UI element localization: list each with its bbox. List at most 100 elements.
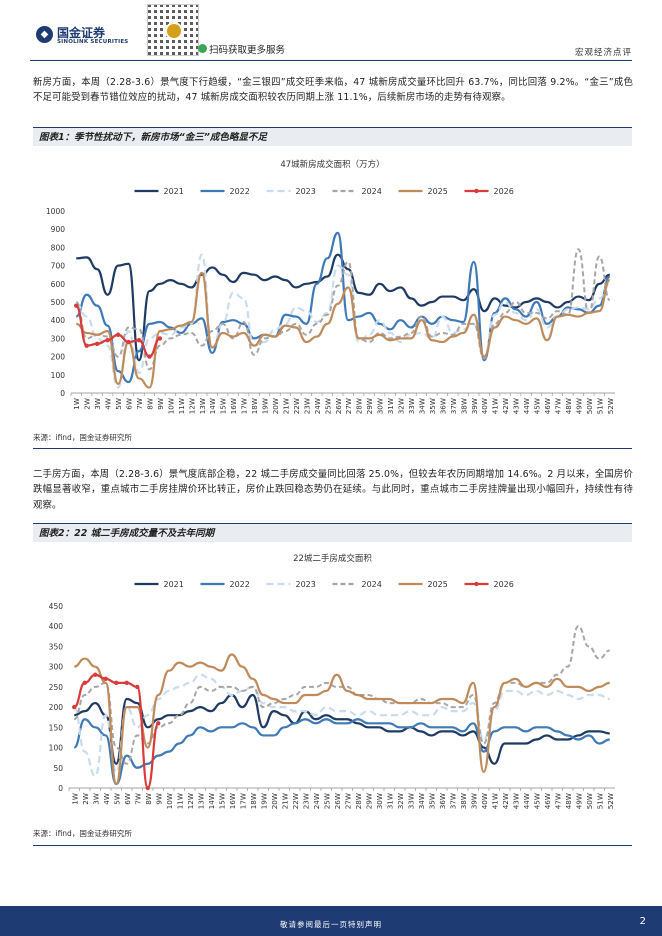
page-number: 2 [639, 916, 646, 927]
x-tick-label: 15W [217, 793, 226, 809]
x-tick-label: 38W [459, 793, 468, 809]
chart1-svg: 47城新房成交面积（万方） 2021 2022 2023 2024 2025 2026 0 10… [46, 159, 615, 414]
data-point-2026 [147, 354, 152, 359]
page-footer: 敬请参阅最后一页特别声明 2 [0, 906, 662, 936]
figure2-chart: 22城二手房成交面积 2021 2022 2023 2024 2025 2026 0 50 100… [33, 546, 632, 818]
legend-marker [474, 581, 479, 587]
x-tick-label: 36W [438, 398, 447, 414]
data-point-2026 [157, 336, 163, 341]
data-point-2026 [156, 721, 161, 726]
page-header: ◆ 国金证券 SINOLINK SECURITIES 扫码获取更多服务 宏观经济… [0, 0, 662, 62]
series-line-2024 [75, 248, 611, 371]
x-tick-label: 33W [406, 793, 415, 809]
x-tick-label: 42W [501, 793, 510, 809]
report-category: 宏观经济点评 [574, 48, 632, 58]
series-line-2023 [73, 673, 610, 777]
legend-item-2021: 2021 [134, 580, 184, 589]
x-tick-label: 44W [522, 398, 531, 414]
data-point-2026 [126, 339, 131, 345]
x-tick-label: 43W [511, 793, 520, 809]
series-line-2026 [73, 673, 160, 790]
x-tick-label: 6W [125, 398, 134, 410]
x-tick-label: 10W [165, 793, 174, 809]
x-tick-label: 40W [480, 398, 489, 414]
data-point-2026 [135, 684, 140, 690]
legend-label: 2025 [428, 580, 448, 589]
chart-title: 47城新房成交面积（万方） [280, 159, 384, 170]
x-tick-label: 21W [280, 793, 289, 809]
data-point-2026 [103, 676, 108, 681]
x-tick-label: 26W [334, 398, 343, 414]
y-tick-label: 600 [51, 280, 66, 289]
x-tick-label: 43W [512, 398, 521, 414]
y-tick-label: 900 [51, 225, 66, 234]
x-tick-label: 32W [396, 793, 405, 809]
legend-label: 2023 [296, 187, 316, 196]
scan-icon [198, 44, 207, 53]
x-tick-label: 35W [428, 398, 437, 414]
x-tick-label: 8W [145, 398, 154, 410]
y-tick-label: 50 [53, 764, 63, 773]
y-tick-label: 200 [49, 703, 64, 712]
x-tick-label: 3W [93, 398, 102, 410]
data-point-2026 [105, 338, 110, 343]
logo-name-en: SINOLINK SECURITIES [57, 39, 129, 45]
legend-item-2022: 2022 [200, 187, 250, 196]
data-point-2026 [115, 332, 121, 337]
y-tick-label: 150 [49, 723, 64, 732]
chart-title: 22城二手房成交面积 [293, 553, 372, 564]
legend-item-2026: 2026 [464, 580, 514, 589]
header-divider [30, 60, 632, 61]
disclaimer-notice[interactable]: 敬请参阅最后一页特别声明 [280, 920, 382, 929]
x-tick-label: 40W [480, 793, 489, 809]
x-tick-label: 28W [355, 398, 364, 414]
y-tick-label: 800 [51, 243, 66, 252]
x-tick-label: 17W [238, 793, 247, 809]
x-tick-label: 11W [177, 398, 186, 414]
data-point-2026 [114, 680, 119, 686]
x-tick-label: 2W [83, 398, 92, 410]
legend-label: 2026 [494, 187, 514, 196]
x-tick-label: 1W [70, 793, 79, 805]
data-point-2026 [145, 785, 150, 791]
x-tick-label: 23W [301, 793, 310, 809]
x-tick-label: 19W [261, 398, 270, 414]
x-tick-label: 9W [154, 793, 163, 805]
legend-label: 2026 [494, 580, 514, 589]
x-tick-label: 6W [123, 793, 132, 805]
x-tick-label: 4W [102, 793, 111, 805]
x-tick-label: 45W [533, 398, 542, 414]
x-tick-label: 29W [364, 793, 373, 809]
legend-item-2024: 2024 [332, 580, 382, 589]
x-tick-label: 37W [448, 793, 457, 809]
x-tick-label: 29W [365, 398, 374, 414]
data-point-2026 [93, 672, 98, 677]
y-tick-label: 0 [60, 389, 65, 398]
x-tick-label: 49W [574, 793, 583, 809]
data-point-2026 [82, 680, 87, 686]
x-tick-label: 46W [543, 793, 552, 809]
data-point-2026 [94, 341, 100, 347]
series-line-2022 [75, 231, 611, 384]
x-tick-label: 9W [156, 398, 165, 410]
x-tick-label: 48W [564, 793, 573, 809]
figure2-title: 图表2：22 城二手房成交量不及去年同期 [33, 523, 632, 542]
x-tick-label: 22W [291, 793, 300, 809]
x-tick-label: 16W [228, 793, 237, 809]
x-tick-label: 14W [207, 793, 216, 809]
legend-label: 2024 [362, 187, 382, 196]
figure2-source: 来源：ifind，国金证券研究所 [33, 829, 132, 838]
x-tick-label: 31W [385, 793, 394, 809]
qr-center-logo-icon [165, 22, 183, 40]
x-tick-label: 20W [271, 398, 280, 414]
x-tick-label: 25W [323, 398, 332, 414]
series-line-2025 [76, 271, 611, 389]
y-tick-label: 100 [49, 744, 64, 753]
x-tick-label: 44W [522, 793, 531, 809]
data-point-2026 [84, 343, 89, 348]
x-tick-label: 32W [397, 398, 406, 414]
x-tick-label: 47W [553, 793, 562, 809]
paragraph-new-housing: 新房方面，本周（2.28-3.6）景气度下行趋缓，“金三银四”成交旺季来临，47… [33, 77, 633, 104]
x-tick-label: 24W [313, 398, 322, 414]
x-tick-label: 48W [564, 398, 573, 414]
